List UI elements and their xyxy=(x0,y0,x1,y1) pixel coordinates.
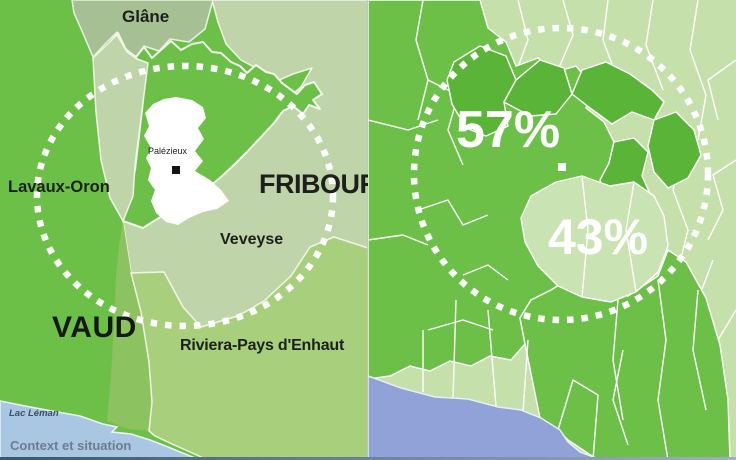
panel-divider xyxy=(367,0,368,460)
focus-circle-icon-right xyxy=(410,24,712,324)
caption: Context et situation xyxy=(10,438,132,453)
left-map xyxy=(0,0,368,460)
palezieux-marker-icon xyxy=(172,166,180,174)
label-palezieux: Palézieux xyxy=(148,146,188,156)
label-veveyse: Veveyse xyxy=(220,231,284,248)
right-map-panel: 57% 43% xyxy=(368,0,736,460)
region-west-band xyxy=(92,34,149,222)
share-inner-value: 57% xyxy=(456,101,561,159)
communes-pale-blob xyxy=(520,175,669,303)
region-palezieux xyxy=(144,97,229,225)
label-riviera: Riviera-Pays d'Enhaut xyxy=(180,337,345,354)
commune-borders-bright xyxy=(368,0,707,460)
commune-borders-blob xyxy=(581,175,637,298)
communes-bright-south xyxy=(519,249,731,460)
label-vaud: VAUD xyxy=(52,311,137,344)
label-lavaux-oron: Lavaux-Oron xyxy=(8,178,110,196)
region-transition-strip xyxy=(107,221,152,431)
left-map-panel: Glâne Lavaux-Oron FRIBOURG Veveyse VAUD … xyxy=(0,0,368,460)
label-lac-leman: Lac Léman xyxy=(9,408,59,419)
region-riviera xyxy=(130,236,368,460)
label-fribourg: FRIBOURG xyxy=(259,169,368,199)
palezieux-marker-icon-right xyxy=(558,163,566,171)
label-glane: Glâne xyxy=(122,7,170,26)
focus-circle-icon xyxy=(33,62,337,330)
share-outer-value: 43% xyxy=(548,209,649,265)
right-map xyxy=(368,0,736,460)
bottom-edge-line xyxy=(0,457,736,460)
